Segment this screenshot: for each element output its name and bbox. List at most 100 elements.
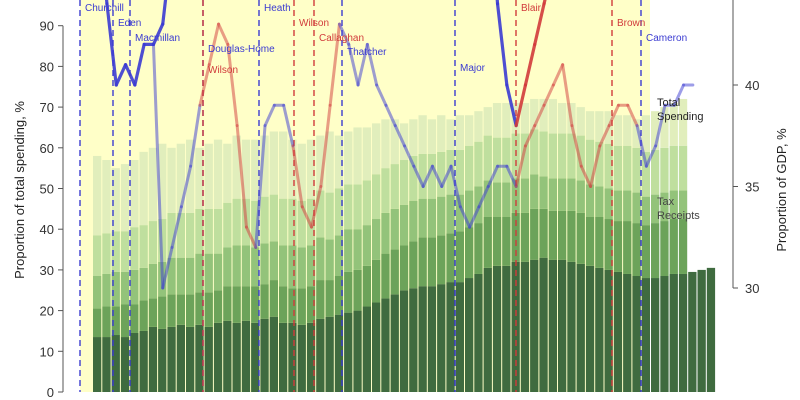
pm-term-lines: [79, 0, 642, 392]
gdp-series: [104, 0, 695, 290]
bar-band-2: [102, 306, 111, 338]
left-tick-label: 50: [40, 182, 54, 197]
bar-band-4: [567, 133, 576, 179]
total-spending-line: [533, 2, 546, 47]
bar-band-top: [223, 143, 232, 203]
bar-band-4: [381, 168, 390, 213]
tax-receipts-line: [449, 164, 462, 209]
bar-band-3: [641, 196, 650, 226]
total-spending-line: [495, 2, 509, 87]
bar-band-4: [288, 198, 297, 246]
left-tick-label: 30: [40, 263, 54, 278]
bar-band-top: [595, 111, 604, 142]
bar-band-bottom: [204, 326, 213, 392]
bar-band-2: [455, 231, 464, 283]
bar-band-bottom: [548, 259, 557, 392]
bar-band-3: [530, 174, 539, 209]
bar-band-4: [669, 145, 678, 191]
bar-band-3: [111, 271, 120, 307]
tax-receipts-line: [468, 205, 481, 229]
bar-band-2: [186, 294, 195, 327]
tax-receipts-line: [626, 103, 639, 128]
bar-band-bottom: [232, 322, 241, 392]
bar-band-3: [483, 180, 492, 217]
bar-band-3: [623, 190, 632, 222]
bar-band-3: [204, 253, 213, 293]
bar-band-3: [595, 186, 604, 217]
bar-band-bottom: [344, 312, 353, 392]
bar-band-top: [641, 115, 650, 152]
bar-band-4: [139, 225, 148, 268]
bar-band-2: [437, 235, 446, 285]
bar-band-4: [632, 147, 641, 193]
bar-band-2: [316, 280, 325, 319]
bar-band-top: [232, 135, 241, 199]
bar-band-top: [446, 119, 455, 150]
bar-band-3: [176, 257, 185, 295]
tax-receipts-line: [598, 124, 611, 148]
pm-label: Brown: [617, 18, 645, 29]
bar-band-2: [520, 212, 530, 262]
bar-band-bottom: [446, 282, 455, 392]
bar-band-3: [334, 235, 344, 277]
left-axis-title: Proportion of total spending, %: [12, 101, 27, 279]
bar-band-3: [390, 208, 399, 250]
bar-band-bottom: [260, 318, 269, 392]
bar-band-2: [139, 300, 148, 331]
bar-band-2: [474, 223, 483, 274]
bar-band-top: [158, 143, 167, 220]
tax-receipts-line: [514, 144, 527, 188]
bar-band-3: [186, 257, 195, 295]
bar-band-3: [93, 276, 102, 309]
bar-band-top: [632, 119, 641, 148]
tax-receipts-line: [244, 225, 258, 249]
bar-band-2: [465, 227, 474, 279]
bar-band-4: [502, 137, 511, 183]
bar-band-2: [399, 245, 409, 291]
tax-receipts-line: [561, 63, 574, 128]
bar-band-top: [492, 103, 502, 138]
bar-band-3: [678, 190, 688, 220]
bar-band-bottom: [120, 337, 130, 392]
bar-band-top: [130, 160, 139, 228]
bar-band-bottom: [567, 261, 576, 392]
bar-band-4: [409, 155, 418, 201]
bar-band-bottom: [316, 318, 325, 392]
bar-band-3: [437, 196, 446, 236]
pm-label: Blair: [521, 3, 542, 14]
bar-band-2: [306, 286, 316, 323]
pm-label: Macmillan: [135, 33, 180, 44]
bar-band-4: [548, 133, 557, 179]
bar-band-2: [279, 286, 288, 323]
bar-band-2: [241, 286, 251, 321]
tax-receipts-line: [672, 83, 686, 107]
bar-band-top: [251, 139, 260, 201]
bar-band-4: [93, 235, 102, 277]
bar-band-bottom: [334, 314, 344, 392]
tax-receipts-line: [570, 124, 583, 168]
bar-band-4: [232, 198, 241, 246]
bar-band-4: [641, 151, 650, 197]
bar-band-3: [213, 253, 223, 291]
bar-band-bottom: [539, 257, 548, 392]
bar-band-bottom: [176, 324, 185, 392]
bar-band-4: [390, 164, 399, 209]
bar-band-2: [167, 294, 176, 327]
bar-band-3: [660, 192, 669, 222]
bar-band-4: [130, 227, 139, 270]
bar-band-4: [279, 198, 288, 246]
bar-band-top: [465, 115, 474, 146]
pm-label: Churchill: [85, 3, 124, 14]
tax-receipts-line: [347, 42, 360, 87]
tax-receipts-line: [189, 103, 202, 168]
bar-band-top: [241, 139, 251, 199]
bar-band-2: [223, 286, 232, 321]
bar-band-bottom: [158, 328, 167, 392]
bar-band-top: [120, 164, 130, 232]
bar-band-3: [195, 253, 204, 293]
bar-band-2: [511, 212, 520, 262]
pm-label: Eden: [118, 18, 141, 29]
bar-band-top: [651, 111, 660, 150]
bar-band-bottom: [455, 282, 464, 392]
bar-band-3: [651, 194, 660, 224]
